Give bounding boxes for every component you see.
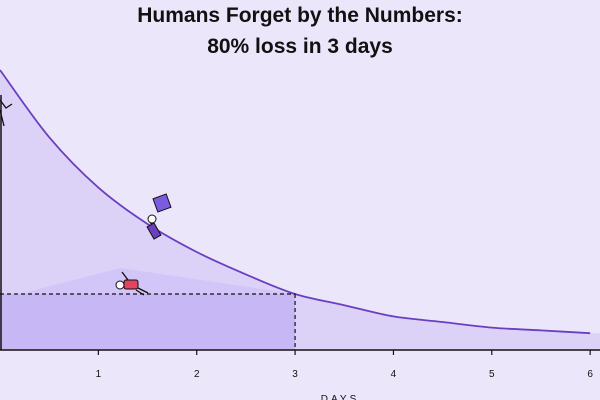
curve	[0, 69, 591, 335]
x-axis-label: DAYS	[321, 394, 360, 400]
x-tick-label: 2	[194, 369, 200, 380]
fallen-legs	[121, 271, 149, 296]
figure-head	[147, 214, 157, 224]
x-tick-label: 5	[489, 369, 495, 380]
chart-title: Humans Forget by the Numbers:	[137, 4, 463, 27]
highlight-region	[0, 294, 296, 350]
chart-subtitle: 80% loss in 3 days	[207, 35, 393, 58]
x-tick-label: 1	[96, 369, 102, 380]
figure-shirt	[146, 222, 162, 240]
fallen-head	[115, 280, 125, 290]
x-tick-label: 3	[292, 369, 298, 380]
glow	[20, 268, 296, 294]
fallen-figure	[123, 279, 139, 290]
x-tick-label: 4	[391, 369, 397, 380]
illustration	[0, 99, 172, 296]
x-tick-label: 6	[587, 369, 593, 380]
cube	[152, 193, 172, 213]
top-figure	[0, 99, 13, 127]
